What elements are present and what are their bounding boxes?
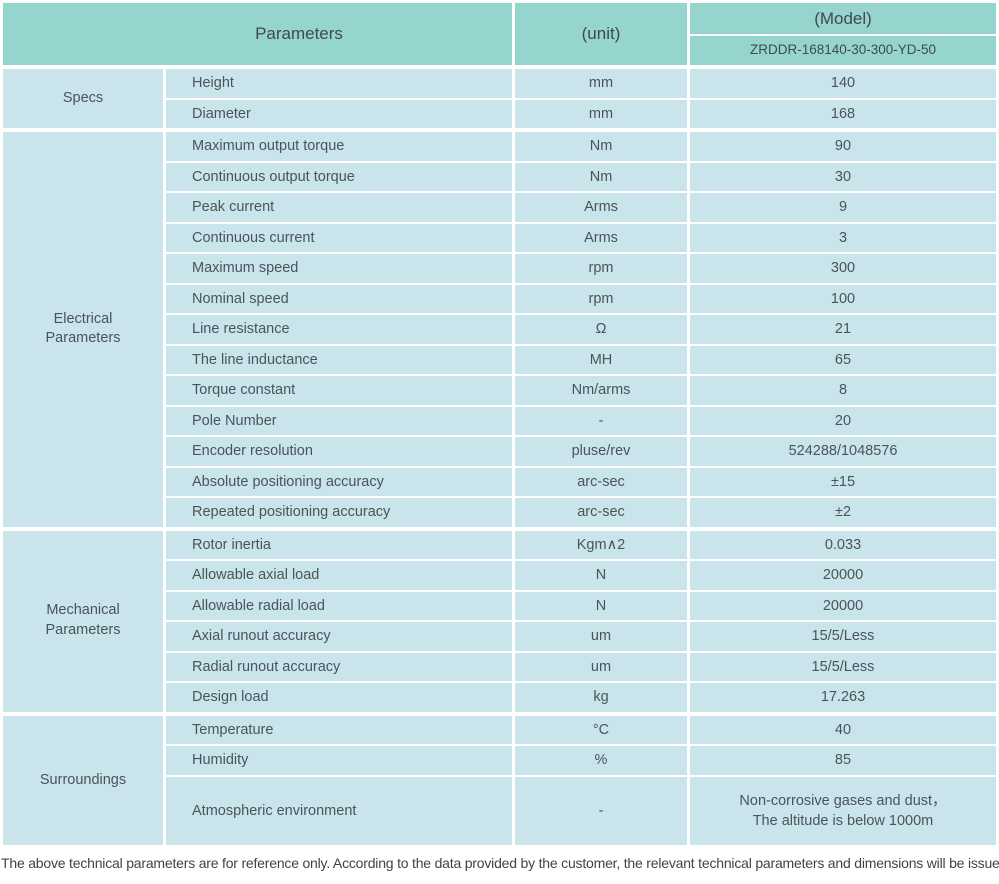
section: Surroundings Temperature °C 40 Humidity% 85 At… xyxy=(3,715,996,846)
parameter-cell: Radial runout accuracy xyxy=(166,652,512,681)
value-cell: 30 xyxy=(690,162,996,191)
unit-cell: arc-sec xyxy=(515,498,687,527)
parameter-cell: Nominal speed xyxy=(166,284,512,313)
value-cell: 21 xyxy=(690,315,996,344)
unit-cell: mm xyxy=(515,99,687,128)
header-unit: (unit) xyxy=(515,3,687,65)
unit-cell: Ω xyxy=(515,315,687,344)
parameter-cell: Line resistance xyxy=(166,315,512,344)
value-cell: 85 xyxy=(690,746,996,775)
section: Electrical Parameters Maximum output torq… xyxy=(3,132,996,527)
header-model: (Model) xyxy=(690,3,996,34)
parameter-cell: Torque constant xyxy=(166,376,512,405)
unit-cell: N xyxy=(515,591,687,620)
category-cell: Surroundings xyxy=(3,715,163,846)
value-cell: 15/5/Less xyxy=(690,622,996,651)
section: Mechanical Parameters Rotor inertia Kgm∧2 0… xyxy=(3,530,996,712)
unit-cell: Nm xyxy=(515,162,687,191)
value-cell: 90 xyxy=(690,132,996,161)
table-body: Specs Height mm 140 Diameter mm 168 Electrical … xyxy=(3,69,996,846)
value-cell: 20 xyxy=(690,406,996,435)
value-cell: 17.263 xyxy=(690,683,996,712)
unit-cell: MH xyxy=(515,345,687,374)
parameter-cell: Diameter xyxy=(166,99,512,128)
category-cell: Specs xyxy=(3,69,163,128)
unit-cell: mm xyxy=(515,69,687,98)
parameter-cell: Rotor inertia xyxy=(166,530,512,559)
parameter-cell: Humidity xyxy=(166,746,512,775)
header-model-number: ZRDDR-168140-30-300-YD-50 xyxy=(690,36,996,65)
parameter-cell: Continuous current xyxy=(166,223,512,252)
value-cell: 300 xyxy=(690,254,996,283)
parameter-cell: Temperature xyxy=(166,715,512,744)
unit-cell: Kgm∧2 xyxy=(515,530,687,559)
value-cell: 9 xyxy=(690,193,996,222)
value-cell: 140 xyxy=(690,69,996,98)
value-cell: 524288/1048576 xyxy=(690,437,996,466)
unit-cell: um xyxy=(515,622,687,651)
unit-cell: um xyxy=(515,652,687,681)
value-cell: 168 xyxy=(690,99,996,128)
header-parameters: Parameters xyxy=(3,3,512,65)
unit-cell: kg xyxy=(515,683,687,712)
value-cell: 3 xyxy=(690,223,996,252)
value-cell: 0.033 xyxy=(690,530,996,559)
parameter-cell: Pole Number xyxy=(166,406,512,435)
parameter-cell: Maximum output torque xyxy=(166,132,512,161)
parameter-cell: Maximum speed xyxy=(166,254,512,283)
parameter-cell: Peak current xyxy=(166,193,512,222)
unit-cell: - xyxy=(515,406,687,435)
parameter-cell: Axial runout accuracy xyxy=(166,622,512,651)
unit-cell: pluse/rev xyxy=(515,437,687,466)
section: Specs Height mm 140 Diameter mm 168 xyxy=(3,69,996,128)
parameter-cell: The line inductance xyxy=(166,345,512,374)
value-cell: ±15 xyxy=(690,467,996,496)
parameter-cell: Height xyxy=(166,69,512,98)
unit-cell: rpm xyxy=(515,284,687,313)
value-cell: ±2 xyxy=(690,498,996,527)
unit-cell: N xyxy=(515,561,687,590)
unit-cell: Arms xyxy=(515,193,687,222)
value-cell: 8 xyxy=(690,376,996,405)
unit-cell: rpm xyxy=(515,254,687,283)
category-cell: Electrical Parameters xyxy=(3,132,163,527)
value-cell: 20000 xyxy=(690,591,996,620)
value-cell: 15/5/Less xyxy=(690,652,996,681)
parameter-cell: Repeated positioning accuracy xyxy=(166,498,512,527)
value-cell: 65 xyxy=(690,345,996,374)
table-header: Parameters (unit) (Model) ZRDDR-168140-3… xyxy=(3,3,996,65)
parameter-cell: Encoder resolution xyxy=(166,437,512,466)
unit-cell: °C xyxy=(515,715,687,744)
unit-cell: Arms xyxy=(515,223,687,252)
spec-table: Parameters (unit) (Model) ZRDDR-168140-3… xyxy=(3,3,996,846)
parameter-cell: Allowable axial load xyxy=(166,561,512,590)
unit-cell: arc-sec xyxy=(515,467,687,496)
parameter-cell: Design load xyxy=(166,683,512,712)
value-cell: 40 xyxy=(690,715,996,744)
category-cell: Mechanical Parameters xyxy=(3,530,163,712)
parameter-cell: Atmospheric environment xyxy=(166,776,512,846)
value-cell: Non-corrosive gases and dust， The altitu… xyxy=(690,776,996,846)
unit-cell: Nm/arms xyxy=(515,376,687,405)
value-cell: 100 xyxy=(690,284,996,313)
value-cell: 20000 xyxy=(690,561,996,590)
footer-note: The above technical parameters are for r… xyxy=(1,855,999,872)
unit-cell: % xyxy=(515,746,687,775)
parameter-cell: Continuous output torque xyxy=(166,162,512,191)
parameter-cell: Allowable radial load xyxy=(166,591,512,620)
unit-cell: - xyxy=(515,776,687,846)
unit-cell: Nm xyxy=(515,132,687,161)
parameter-cell: Absolute positioning accuracy xyxy=(166,467,512,496)
